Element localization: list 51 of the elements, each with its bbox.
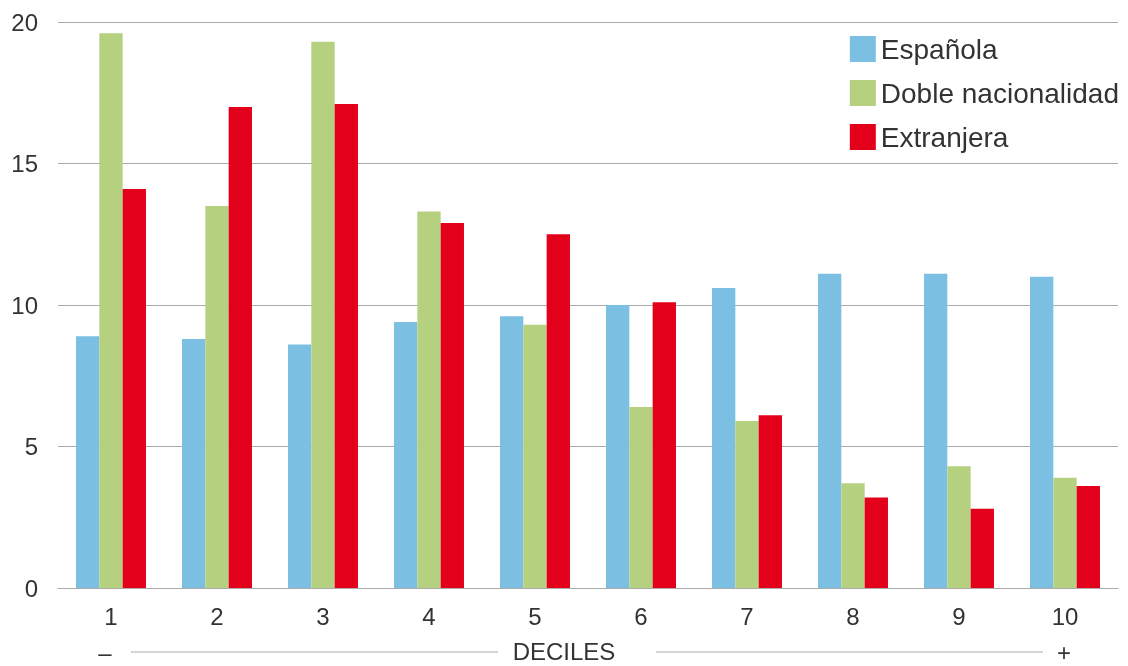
bar — [1053, 477, 1077, 588]
y-tick-label: 20 — [11, 8, 38, 36]
text: – — [98, 638, 113, 666]
bar — [205, 205, 229, 588]
x-tick-label: 4 — [422, 602, 436, 630]
bar — [947, 466, 971, 588]
bar — [1030, 276, 1054, 588]
x-tick-label: 9 — [952, 602, 966, 630]
legend-label: Extranjera — [880, 121, 1009, 153]
bar — [758, 415, 782, 588]
bar — [228, 106, 252, 588]
y-tick-label: 5 — [24, 433, 38, 460]
bar — [394, 321, 418, 588]
bar — [1076, 486, 1100, 588]
bar — [970, 508, 994, 588]
legend-label: Doble nacionalidad — [880, 77, 1120, 109]
x-axis-title: DECILES — [512, 637, 616, 665]
bar — [99, 33, 123, 588]
x-tick-label: 3 — [316, 602, 330, 630]
bar — [606, 305, 630, 588]
bar — [182, 338, 206, 588]
bar — [311, 41, 335, 588]
bar — [924, 273, 948, 588]
bar — [735, 421, 759, 588]
text: + — [1056, 638, 1072, 666]
x-tick-label: 1 — [104, 602, 118, 630]
bar — [652, 302, 676, 588]
x-tick-label: 10 — [1051, 602, 1079, 630]
x-tick-label: 8 — [846, 602, 860, 630]
bar — [818, 273, 842, 588]
bar — [417, 211, 441, 588]
y-tick-label: 0 — [24, 574, 38, 602]
y-tick-label: 10 — [11, 291, 38, 319]
y-tick-label: 15 — [11, 150, 38, 177]
bar — [440, 222, 464, 588]
bar — [288, 344, 312, 588]
x-tick-label: 2 — [210, 602, 224, 630]
x-tick-label: 7 — [740, 602, 754, 630]
bar — [500, 316, 524, 588]
x-tick-label: 6 — [634, 602, 648, 630]
bar — [546, 234, 570, 588]
bar — [841, 483, 865, 588]
legend-label: Española — [880, 33, 999, 65]
bar — [76, 336, 100, 588]
bar — [523, 324, 547, 588]
bar — [122, 188, 146, 588]
bar — [864, 497, 888, 588]
bar — [334, 104, 358, 588]
bar — [629, 406, 653, 588]
x-tick-label: 5 — [528, 602, 542, 630]
bar — [712, 288, 736, 588]
